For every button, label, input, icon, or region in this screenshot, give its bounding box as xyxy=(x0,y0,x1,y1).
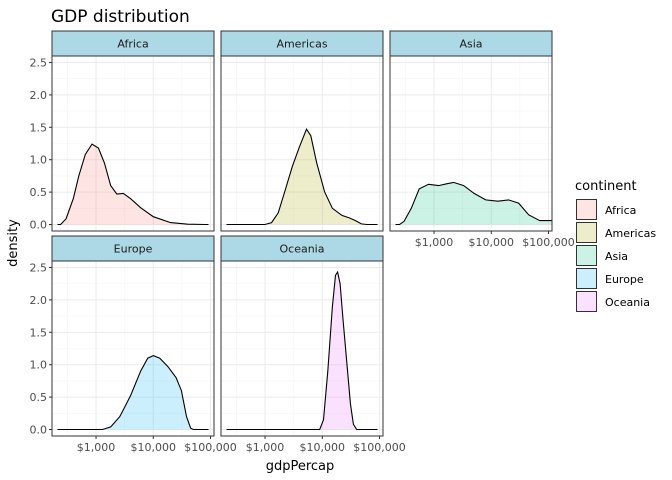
y-tick-label: 1.0 xyxy=(30,154,48,167)
legend-item-americas: Americas xyxy=(576,222,656,243)
x-tick-label: $1,000 xyxy=(415,236,454,249)
facet-strip xyxy=(51,30,215,57)
legend-label: Europe xyxy=(605,273,644,286)
density-line-americas xyxy=(226,128,378,226)
density-line-oceania xyxy=(226,270,378,431)
x-tick-label: $10,000 xyxy=(300,441,346,454)
legend-swatch xyxy=(576,291,597,312)
y-tick-label: 1.0 xyxy=(30,359,48,372)
x-axis-title: gdpPercap xyxy=(266,459,335,474)
facet-americas: Americas xyxy=(220,30,384,232)
legend-key-background xyxy=(576,291,597,312)
legend-swatch xyxy=(576,268,597,289)
facet-panels: Africa 0.0 0.5 1.0 1.5 2.0 2.5 Americas Asia $1,0… xyxy=(30,30,575,454)
y-tick-label: 0.0 xyxy=(30,219,48,232)
density-area-europe xyxy=(57,355,209,430)
facet-oceania: Oceania $1,000 $10,000 $100,000 xyxy=(220,235,406,454)
legend-item-europe: Europe xyxy=(576,268,644,289)
facet-strip xyxy=(220,30,384,57)
facet-asia: Asia $1,000 $10,000 $100,000 xyxy=(389,30,575,249)
legend-swatch xyxy=(576,245,597,266)
facet-strip-label: Oceania xyxy=(280,243,325,256)
facet-strip-label: Africa xyxy=(117,38,148,51)
y-tick-label: 2.0 xyxy=(30,89,48,102)
facet-strip xyxy=(51,235,215,262)
legend-label: Africa xyxy=(605,204,636,217)
legend-label: Americas xyxy=(605,227,656,240)
facet-strip xyxy=(220,235,384,262)
density-line-asia xyxy=(395,181,552,226)
legend: continent Africa Americas Asia Europe Oceani… xyxy=(575,179,656,312)
density-area-americas xyxy=(226,129,378,225)
y-tick-label: 0.5 xyxy=(30,186,48,199)
y-tick-label: 2.0 xyxy=(30,294,48,307)
legend-key-background xyxy=(576,245,597,266)
facet-strip-label: Europe xyxy=(114,243,153,256)
facet-africa: Africa 0.0 0.5 1.0 1.5 2.0 2.5 xyxy=(30,30,215,232)
legend-swatch xyxy=(576,199,597,220)
x-tick-label: $100,000 xyxy=(353,441,406,454)
legend-item-africa: Africa xyxy=(576,199,636,220)
legend-swatch xyxy=(576,222,597,243)
y-tick-label: 0.5 xyxy=(30,391,48,404)
y-tick-label: 1.5 xyxy=(30,326,48,339)
y-tick-label: 2.5 xyxy=(30,261,48,274)
x-tick-label: $10,000 xyxy=(131,441,177,454)
legend-label: Oceania xyxy=(605,296,650,309)
legend-item-oceania: Oceania xyxy=(576,291,650,312)
x-tick-label: $10,000 xyxy=(469,236,515,249)
legend-title: continent xyxy=(575,179,637,194)
y-tick-label: 2.5 xyxy=(30,56,48,69)
facet-strip-label: Asia xyxy=(459,38,482,51)
legend-label: Asia xyxy=(605,250,628,263)
y-tick-label: 0.0 xyxy=(30,424,48,437)
legend-key-background xyxy=(576,268,597,289)
x-tick-label: $1,000 xyxy=(77,441,116,454)
chart-title: GDP distribution xyxy=(51,7,190,27)
density-line-africa xyxy=(57,143,209,226)
density-area-africa xyxy=(57,144,209,225)
x-tick-label: $1,000 xyxy=(246,441,285,454)
facet-europe: Europe 0.0 0.5 1.0 1.5 2.0 2.5 $1,000 $10,000 $10… xyxy=(30,235,237,454)
legend-key-background xyxy=(576,199,597,220)
facet-strip-label: Americas xyxy=(276,38,327,51)
legend-item-asia: Asia xyxy=(576,245,628,266)
y-tick-label: 1.5 xyxy=(30,121,48,134)
density-area-oceania xyxy=(226,272,378,430)
x-tick-label: $100,000 xyxy=(184,441,237,454)
density-line-europe xyxy=(57,355,209,431)
y-axis-title: density xyxy=(6,219,21,267)
x-tick-label: $100,000 xyxy=(522,236,575,249)
legend-key-background xyxy=(576,222,597,243)
density-area-asia xyxy=(395,182,552,225)
facet-strip xyxy=(389,30,553,57)
